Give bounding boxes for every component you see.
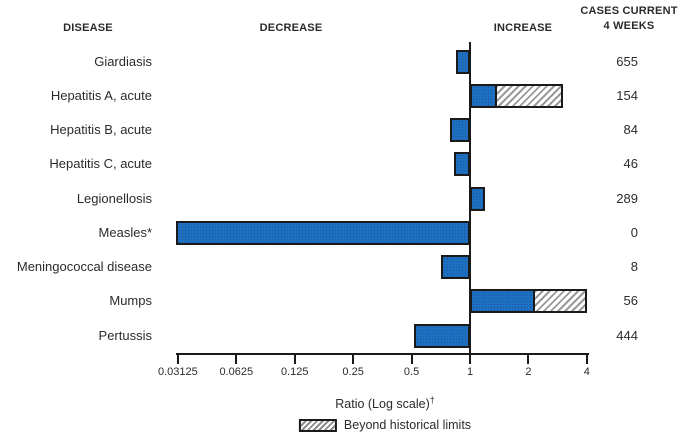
column-header-cases: CASES CURRENT 4 WEEKS [573, 4, 685, 34]
column-header-increase: INCREASE [493, 22, 553, 34]
bar-solid [450, 118, 470, 142]
column-header-disease: DISEASE [63, 22, 113, 34]
axis-tick-mark [352, 353, 355, 364]
bar-solid [470, 83, 500, 108]
axis-tick-label: 0.5 [403, 366, 420, 378]
cases-value: 56 [623, 293, 638, 309]
axis-tick-label: 2 [525, 366, 532, 378]
disease-label: Measles* [98, 224, 152, 240]
disease-label: Hepatitis C, acute [49, 156, 152, 172]
cases-value: 444 [616, 327, 638, 343]
axis-tick-label: 0.25 [342, 366, 364, 378]
bar-hatched-beyond-limits [495, 83, 563, 108]
bar-solid [175, 220, 470, 245]
axis-tick-label: 1 [466, 366, 474, 378]
column-header-decrease: DECREASE [259, 22, 323, 34]
bar-solid [441, 255, 470, 279]
disease-label: Legionellosis [76, 190, 152, 206]
cases-value: 8 [630, 259, 638, 274]
disease-label: Mumps [109, 293, 152, 309]
legend: Beyond historical limits [298, 418, 472, 432]
bar-solid [414, 323, 470, 348]
bar-solid [454, 152, 470, 177]
axis-tick-mark [410, 353, 413, 364]
disease-label: Meningococcal disease [16, 259, 152, 274]
disease-label: Giardiasis [94, 53, 152, 69]
cases-value: 0 [630, 224, 638, 240]
disease-label: Pertussis [98, 327, 152, 343]
x-axis-title: Ratio (Log scale)† [335, 395, 435, 411]
column-header-cases-line1: CASES CURRENT [580, 5, 678, 17]
x-axis-line [176, 353, 589, 355]
axis-tick-label: 0.0625 [219, 366, 254, 378]
bar-hatched-beyond-limits [532, 289, 587, 314]
cases-value: 289 [616, 190, 638, 206]
cases-value: 84 [623, 122, 638, 137]
bar-solid [470, 186, 486, 211]
disease-label: Hepatitis B, acute [50, 122, 152, 137]
axis-tick-label: 0.03125 [157, 366, 198, 378]
cases-value: 46 [623, 156, 638, 172]
axis-tick-label: 0.125 [280, 366, 309, 378]
axis-tick-label: 4 [583, 366, 590, 378]
axis-tick-mark [469, 353, 471, 364]
axis-tick-mark [585, 353, 588, 364]
legend-label: Beyond historical limits [343, 418, 472, 432]
axis-tick-mark [293, 353, 296, 364]
disease-label: Hepatitis A, acute [50, 87, 152, 103]
dagger-footnote-marker: † [429, 395, 435, 405]
hatched-swatch-icon [298, 418, 337, 432]
bar-solid [456, 49, 470, 74]
axis-tick-mark [527, 353, 530, 364]
axis-tick-mark [235, 353, 238, 364]
cases-value: 154 [616, 87, 638, 103]
column-header-cases-line2: 4 WEEKS [603, 20, 655, 32]
bar-solid [470, 289, 537, 314]
x-axis-title-text: Ratio (Log scale) [335, 397, 430, 412]
cases-value: 655 [616, 53, 638, 69]
axis-tick-mark [176, 353, 179, 364]
